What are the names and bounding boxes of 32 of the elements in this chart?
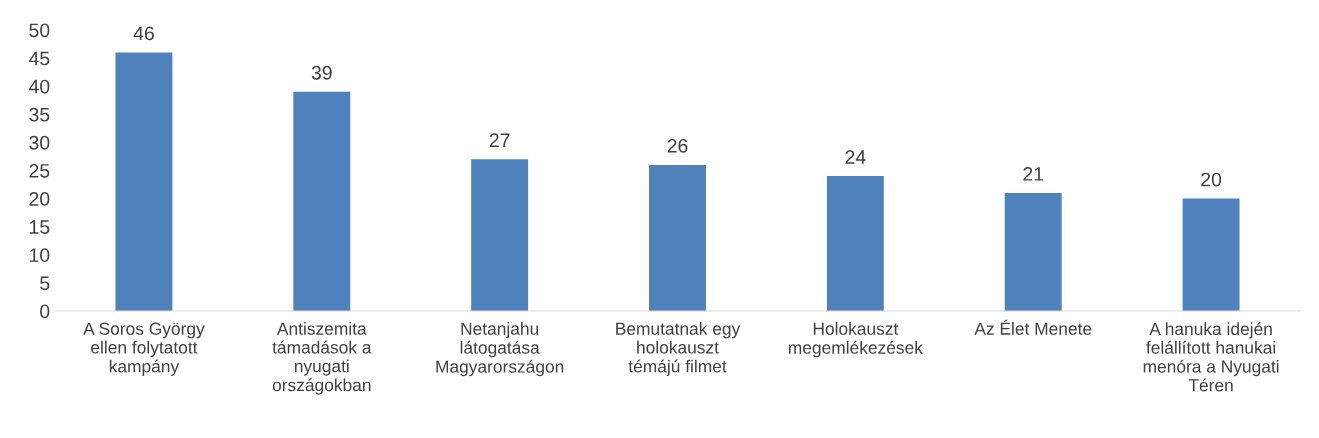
bar bbox=[471, 159, 529, 311]
y-tick-label: 30 bbox=[29, 135, 50, 150]
x-tick-label: A Soros György ellen folytatott kampány bbox=[83, 322, 205, 376]
bar bbox=[1004, 192, 1062, 311]
data-label: 21 bbox=[1023, 167, 1044, 181]
y-tick-label: 25 bbox=[29, 163, 50, 178]
x-tick-label: Antiszemita támadások a nyugati országokban bbox=[272, 322, 372, 395]
x-tick-label: Az Élet Menete bbox=[974, 319, 1092, 335]
x-tick-label: Holokauszt megemlékezések bbox=[788, 322, 923, 358]
data-label: 24 bbox=[845, 150, 866, 164]
y-tick-label: 50 bbox=[29, 23, 50, 38]
y-tick-label: 45 bbox=[28, 51, 50, 66]
bar bbox=[649, 164, 706, 311]
y-tick-label: 40 bbox=[28, 79, 50, 94]
y-tick-label: 20 bbox=[29, 192, 50, 206]
y-tick-label: 10 bbox=[30, 248, 50, 263]
x-tick-label: Bemutatnak egy holokauszt témájú filmet bbox=[616, 322, 741, 376]
data-label: 20 bbox=[1201, 172, 1222, 187]
x-tick-label: Netanjahu látogatása Magyarországon bbox=[436, 322, 564, 377]
bar bbox=[1182, 198, 1240, 311]
data-label: 27 bbox=[489, 133, 510, 147]
data-label: 39 bbox=[311, 65, 332, 80]
x-tick-label: A hanuka idején felállított hanukai menóra a Nyugati Téren bbox=[1143, 322, 1279, 392]
y-tick-label: 15 bbox=[30, 220, 50, 234]
data-label: 26 bbox=[667, 138, 688, 153]
y-tick-label: 5 bbox=[40, 276, 50, 291]
bar bbox=[115, 52, 173, 311]
data-label: 46 bbox=[133, 26, 154, 41]
y-tick-label: 0 bbox=[40, 304, 50, 319]
bar bbox=[826, 176, 884, 311]
y-tick-label: 35 bbox=[29, 107, 50, 122]
bar bbox=[293, 91, 351, 311]
